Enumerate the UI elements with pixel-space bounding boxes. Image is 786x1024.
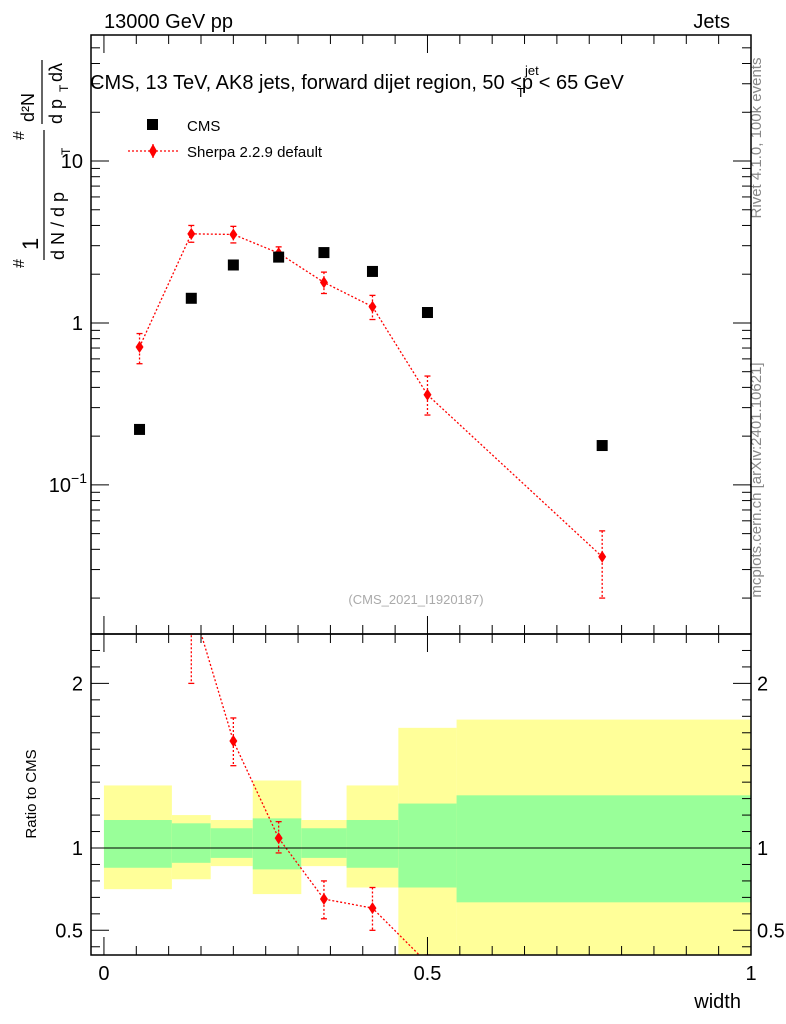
svg-text:1: 1 [18,238,43,250]
x-tick-label: 0 [98,963,109,985]
ratio-plot-frame [90,633,752,956]
inner-band [398,803,457,888]
svg-text:T: T [59,147,73,155]
ratio-y-tick-label-left: 2 [72,673,83,695]
ratio-point [319,893,328,906]
ratio-y-axis-label: Ratio to CMS [23,749,40,838]
ratio-point [187,595,195,607]
inner-band [456,795,751,903]
x-tick-label: 0.5 [414,963,442,985]
sherpa-point [187,227,196,240]
plot-title: CMS, 13 TeV, AK8 jets, forward dijet reg… [90,63,624,100]
x-axis-label: width [693,991,741,1013]
cms-point [318,247,330,259]
cms-point [227,259,239,271]
inner-band [301,828,347,858]
ratio-y-tick-label-right: 2 [757,673,768,695]
svg-text:d p: d p [46,99,66,124]
svg-text:#: # [11,131,28,140]
ratio-uncertainty-bands [103,719,751,955]
cms-point [134,423,146,435]
y-axis-label: # 1 d N / d p T # d²N d p T dλ [11,60,73,268]
ratio-point [274,832,283,845]
legend-marker-sherpa [149,144,157,158]
x-tick-label: 1 [745,963,756,985]
ratio-plot-area [136,480,606,986]
inner-band [210,828,253,858]
sherpa-line [138,233,603,558]
cms-point [185,292,197,304]
energy-label: 13000 GeV pp [104,11,233,33]
mcplots-label: mcplots.cern.ch [arXiv:2401.10621] [748,362,765,597]
ratio-point [598,974,606,986]
inner-band [252,818,302,870]
ratio-point [136,480,144,492]
cms-point [273,251,285,263]
ratio-y-tick-label-left: 1 [72,838,83,860]
inner-band [171,823,211,863]
svg-text:T: T [57,84,71,92]
inner-band [103,820,172,868]
svg-text:d N / d p: d N / d p [48,192,68,260]
sherpa-point [229,228,238,241]
y-tick-label: 10−1 [49,470,87,497]
svg-text:dλ: dλ [46,63,66,82]
ratio-point [368,902,377,915]
ratio-line [200,634,421,955]
analysis-watermark: (CMS_2021_I1920187) [348,592,483,607]
svg-text:#: # [11,259,28,268]
ratio-y-tick-label-left: 0.5 [55,920,83,942]
main-plot-area [134,224,608,599]
ratio-point [229,735,238,747]
y-tick-label: 10 [61,151,83,173]
ratio-y-tick-label-right: 0.5 [757,920,785,942]
jets-label: Jets [693,11,730,33]
legend: CMS Sherpa 2.2.9 default [128,118,323,161]
ratio-y-tick-label-right: 1 [757,838,768,860]
cms-point [366,265,378,277]
cms-point [421,307,433,319]
inner-band [346,820,399,868]
sherpa-point [319,276,328,289]
y-tick-label: 1 [72,313,83,335]
cms-point [596,440,608,452]
sherpa-point [368,300,377,313]
sherpa-point [598,550,607,563]
rivet-label: Rivet 4.1.0, 100k events [748,58,765,219]
legend-label-sherpa: Sherpa 2.2.9 default [187,144,323,161]
sherpa-point [423,388,432,401]
sherpa-point [135,341,144,354]
legend-marker-cms [147,119,158,130]
svg-text:d²N: d²N [18,93,38,122]
legend-label-cms: CMS [187,118,220,135]
